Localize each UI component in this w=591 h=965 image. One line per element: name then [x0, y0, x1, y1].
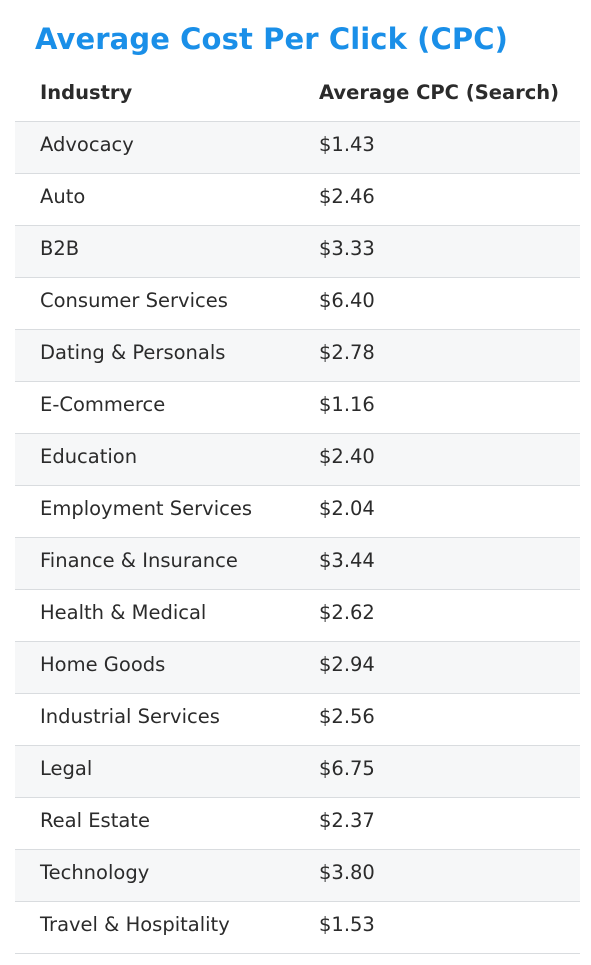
column-header-industry: Industry: [40, 81, 133, 104]
table-row: Advocacy $1.43: [15, 122, 580, 174]
table-row: B2B $3.33: [15, 226, 580, 278]
industry-cell: E-Commerce: [40, 393, 166, 416]
cpc-cell: $2.40: [319, 445, 375, 468]
industry-cell: Home Goods: [40, 653, 166, 676]
table-row: Auto $2.46: [15, 174, 580, 226]
industry-cell: Consumer Services: [40, 289, 228, 312]
table-row: Health & Medical $2.62: [15, 590, 580, 642]
industry-cell: Finance & Insurance: [40, 549, 238, 572]
industry-cell: Employment Services: [40, 497, 253, 520]
cpc-cell: $3.33: [319, 237, 375, 260]
cpc-cell: $2.37: [319, 809, 375, 832]
table-row: Legal $6.75: [15, 746, 580, 798]
table-row: E-Commerce $1.16: [15, 382, 580, 434]
cpc-cell: $2.94: [319, 653, 375, 676]
table-body: Advocacy $1.43 Auto $2.46 B2B $3.33 Consumer S…: [15, 122, 580, 954]
industry-cell: B2B: [40, 237, 80, 260]
industry-cell: Travel & Hospitality: [40, 913, 230, 936]
cpc-cell: $6.75: [319, 757, 375, 780]
cpc-cell: $6.40: [319, 289, 375, 312]
table-row: Industrial Services $2.56: [15, 694, 580, 746]
table-row: Finance & Insurance $3.44: [15, 538, 580, 590]
industry-cell: Real Estate: [40, 809, 150, 832]
cpc-cell: $3.44: [319, 549, 375, 572]
table-row: Home Goods $2.94: [15, 642, 580, 694]
industry-cell: Industrial Services: [40, 705, 220, 728]
cpc-cell: $2.04: [319, 497, 375, 520]
table-row: Travel & Hospitality $1.53: [15, 902, 580, 954]
cpc-cell: $3.80: [319, 861, 375, 884]
industry-cell: Legal: [40, 757, 93, 780]
cpc-cell: $1.53: [319, 913, 375, 936]
cpc-table: Industry Average CPC (Search) Advocacy $1…: [15, 70, 580, 954]
industry-cell: Health & Medical: [40, 601, 207, 624]
industry-cell: Education: [40, 445, 138, 468]
table-row: Employment Services $2.04: [15, 486, 580, 538]
cpc-cell: $2.56: [319, 705, 375, 728]
column-header-average-cpc: Average CPC (Search): [319, 81, 560, 104]
cpc-cell: $2.78: [319, 341, 375, 364]
industry-cell: Auto: [40, 185, 86, 208]
industry-cell: Dating & Personals: [40, 341, 226, 364]
table-row: Dating & Personals $2.78: [15, 330, 580, 382]
cpc-cell: $1.43: [319, 133, 375, 156]
table-row: Education $2.40: [15, 434, 580, 486]
table-header-row: Industry Average CPC (Search): [15, 70, 580, 122]
industry-cell: Technology: [40, 861, 150, 884]
cpc-cell: $2.62: [319, 601, 375, 624]
cpc-cell: $1.16: [319, 393, 375, 416]
table-row: Technology $3.80: [15, 850, 580, 902]
table-row: Real Estate $2.37: [15, 798, 580, 850]
page-title: Average Cost Per Click (CPC): [35, 22, 508, 56]
table-row: Consumer Services $6.40: [15, 278, 580, 330]
cpc-cell: $2.46: [319, 185, 375, 208]
industry-cell: Advocacy: [40, 133, 134, 156]
